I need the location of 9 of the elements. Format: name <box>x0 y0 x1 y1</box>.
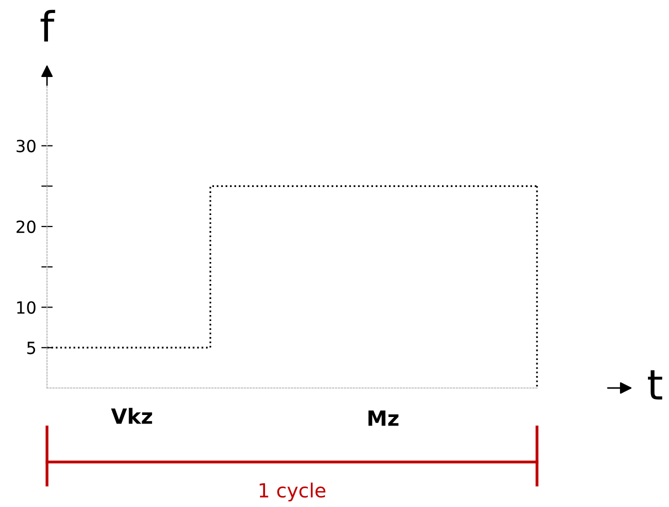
text: Vkz <box>111 408 152 424</box>
y-axis-title: f <box>40 10 56 42</box>
text: Mz <box>368 410 398 426</box>
y-tick-label: 30 <box>16 140 36 152</box>
y-tick-label: 5 <box>27 342 36 354</box>
text: 1 cycle <box>260 482 326 502</box>
y-tick-label: 10 <box>17 301 36 314</box>
x-axis-title: t <box>648 370 662 400</box>
y-tick-label: 20 <box>16 220 36 234</box>
